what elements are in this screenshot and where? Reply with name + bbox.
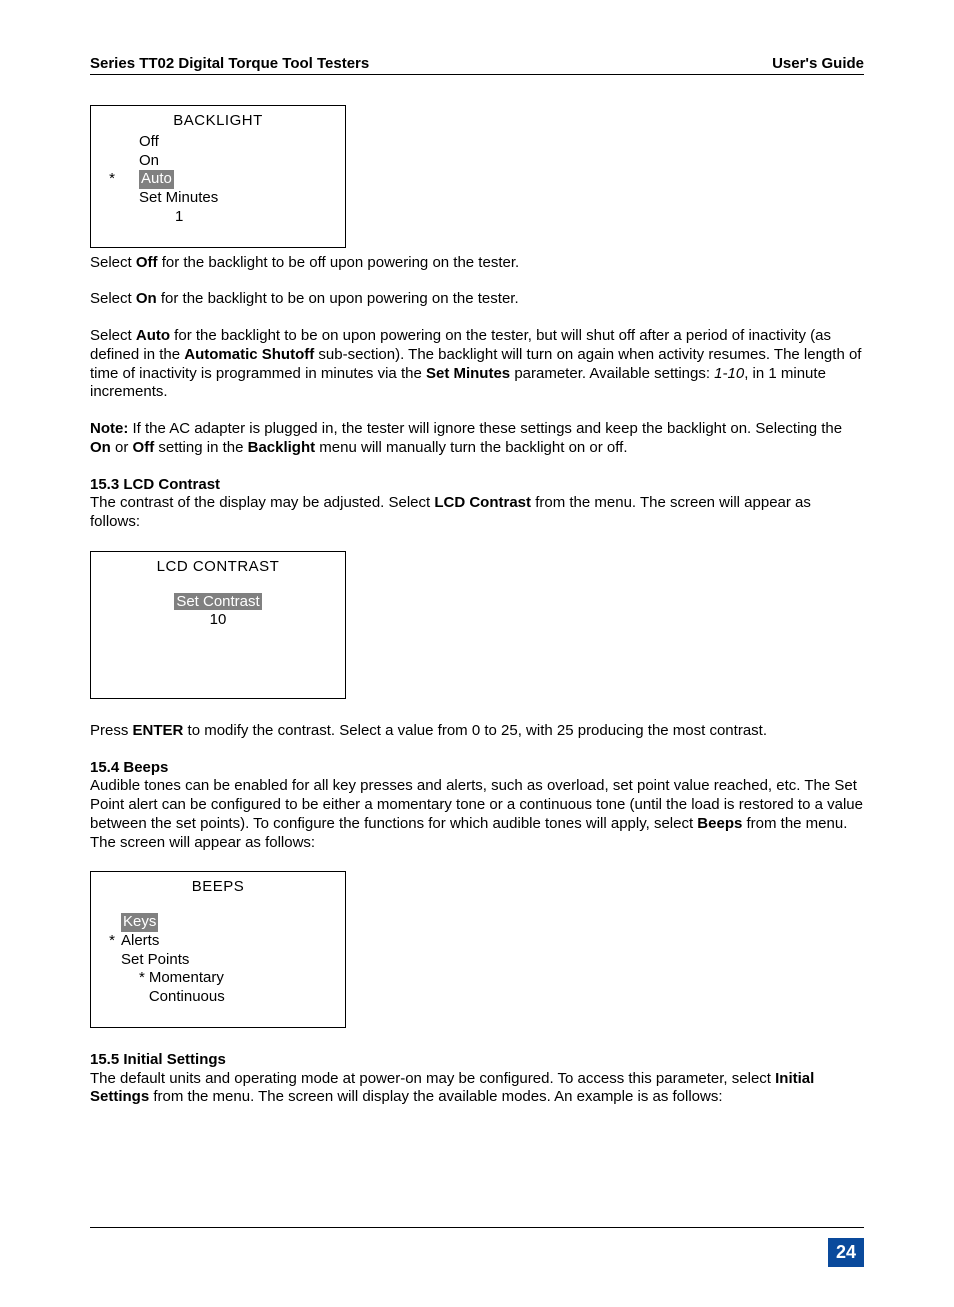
contrast-set: Set Contrast (174, 593, 261, 610)
alerts-marker: * (103, 932, 121, 951)
beeps-momentary: Momentary (149, 969, 224, 988)
section-15-4: 15.4 Beeps Audible tones can be enabled … (90, 759, 864, 853)
contrast-lcd-box: LCD CONTRAST Set Contrast 10 (90, 551, 346, 699)
beeps-continuous: Continuous (149, 988, 225, 1007)
beeps-set-points: Set Points (121, 951, 189, 970)
para-press-enter: Press ENTER to modify the contrast. Sele… (90, 722, 864, 741)
beeps-keys: Keys (121, 913, 158, 932)
header-right: User's Guide (772, 55, 864, 72)
section-15-3: 15.3 LCD Contrast The contrast of the di… (90, 476, 864, 532)
para-select-on: Select On for the backlight to be on upo… (90, 290, 864, 309)
backlight-set-minutes: Set Minutes (139, 189, 218, 208)
footer-rule (90, 1227, 864, 1228)
page-number: 24 (828, 1238, 864, 1267)
backlight-minutes-value: 1 (175, 208, 183, 227)
section-15-3-head: 15.3 LCD Contrast (90, 476, 220, 493)
para-select-auto: Select Auto for the backlight to be on u… (90, 327, 864, 402)
selected-marker: * (103, 170, 121, 189)
beeps-title: BEEPS (103, 878, 333, 897)
section-15-5: 15.5 Initial Settings The default units … (90, 1051, 864, 1107)
contrast-value: 10 (210, 611, 227, 628)
para-select-off: Select Off for the backlight to be off u… (90, 254, 864, 273)
beeps-alerts: Alerts (121, 932, 159, 951)
backlight-lcd-box: BACKLIGHT Off On * Auto Set Minutes 1 (90, 105, 346, 248)
backlight-off: Off (139, 133, 159, 152)
backlight-on: On (139, 152, 159, 171)
momentary-marker: * (139, 969, 145, 988)
beeps-lcd-box: BEEPS Keys * Alerts Set Points * Momenta… (90, 871, 346, 1028)
section-15-4-head: 15.4 Beeps (90, 759, 168, 776)
backlight-title: BACKLIGHT (103, 112, 333, 131)
backlight-auto: Auto (139, 170, 174, 189)
section-15-5-head: 15.5 Initial Settings (90, 1051, 226, 1068)
page-header: Series TT02 Digital Torque Tool Testers … (90, 55, 864, 75)
header-left: Series TT02 Digital Torque Tool Testers (90, 55, 369, 72)
contrast-title: LCD CONTRAST (103, 558, 333, 577)
para-note: Note: If the AC adapter is plugged in, t… (90, 420, 864, 458)
